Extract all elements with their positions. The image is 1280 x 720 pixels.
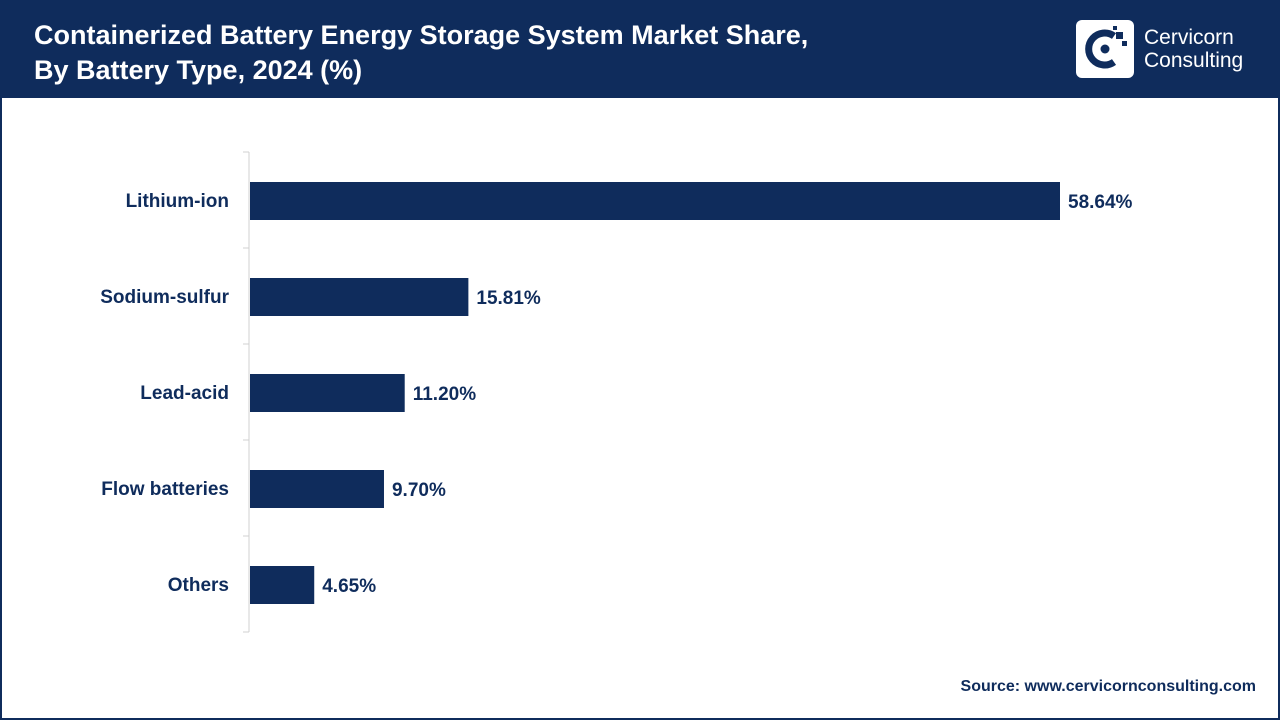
- bar-lead-acid: [250, 374, 405, 412]
- company-name: Cervicorn Consulting: [1144, 26, 1243, 72]
- data-label: 15.81%: [476, 288, 541, 309]
- category-label: Flow batteries: [101, 479, 229, 500]
- cervicorn-logo-icon: [1076, 20, 1134, 78]
- chart-title-line-2: By Battery Type, 2024 (%): [34, 55, 363, 85]
- category-label: Lithium-ion: [126, 191, 229, 212]
- category-label: Others: [168, 575, 229, 596]
- company-logo: Cervicorn Consulting: [1076, 20, 1260, 82]
- data-label: 4.65%: [322, 576, 376, 597]
- bar-sodium-sulfur: [250, 278, 469, 316]
- source-note: Source: www.cervicornconsulting.com: [960, 678, 1256, 695]
- company-name-line-1: Cervicorn: [1144, 26, 1234, 49]
- company-name-line-2: Consulting: [1144, 49, 1244, 72]
- bar-flow-batteries: [250, 470, 384, 508]
- chart-title-line-1: Containerized Battery Energy Storage Sys…: [34, 20, 809, 50]
- header-banner: Containerized Battery Energy Storage Sys…: [2, 2, 1278, 98]
- data-label: 58.64%: [1068, 192, 1133, 213]
- category-label: Sodium-sulfur: [100, 287, 229, 308]
- bar-others: [250, 566, 315, 604]
- category-label: Lead-acid: [140, 383, 229, 404]
- bar-lithium-ion: [250, 182, 1060, 220]
- data-label: 11.20%: [413, 384, 476, 405]
- data-label: 9.70%: [392, 480, 446, 501]
- chart-title: Containerized Battery Energy Storage Sys…: [34, 18, 808, 88]
